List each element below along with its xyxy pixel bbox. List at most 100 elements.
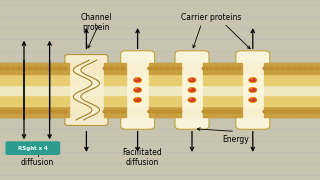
Text: Carrier proteins: Carrier proteins (181, 13, 241, 22)
Circle shape (231, 67, 236, 70)
Circle shape (214, 67, 219, 70)
Circle shape (114, 67, 119, 70)
Circle shape (224, 67, 229, 70)
Circle shape (280, 67, 285, 70)
Circle shape (155, 67, 160, 70)
Circle shape (108, 110, 114, 113)
Bar (0, 106, 320, 117)
Circle shape (287, 110, 292, 113)
Circle shape (137, 110, 142, 113)
Circle shape (154, 110, 159, 113)
Circle shape (287, 67, 292, 70)
Circle shape (229, 67, 235, 70)
Circle shape (220, 67, 225, 70)
Circle shape (149, 67, 154, 70)
Circle shape (303, 110, 308, 113)
FancyBboxPatch shape (121, 51, 155, 129)
Circle shape (137, 67, 142, 70)
Circle shape (91, 110, 96, 113)
Ellipse shape (134, 98, 138, 100)
Bar (149, 85, 181, 95)
Circle shape (109, 110, 114, 113)
Circle shape (299, 67, 304, 70)
Circle shape (57, 67, 62, 70)
Bar (203, 63, 242, 74)
Circle shape (45, 110, 50, 113)
Circle shape (281, 67, 286, 70)
Circle shape (120, 110, 125, 113)
Ellipse shape (189, 98, 192, 100)
Bar (0, 74, 320, 85)
Circle shape (160, 110, 165, 113)
Circle shape (275, 67, 280, 70)
Circle shape (235, 67, 240, 70)
Ellipse shape (189, 88, 192, 90)
Circle shape (172, 110, 177, 113)
Circle shape (34, 67, 39, 70)
Circle shape (166, 67, 171, 70)
Circle shape (276, 67, 281, 70)
Circle shape (0, 110, 4, 113)
Circle shape (45, 67, 50, 70)
Circle shape (212, 67, 217, 70)
Circle shape (115, 67, 120, 70)
Circle shape (212, 110, 217, 113)
Circle shape (206, 110, 212, 113)
Circle shape (258, 110, 263, 113)
Circle shape (103, 110, 108, 113)
Circle shape (74, 67, 79, 70)
Circle shape (183, 110, 188, 113)
Circle shape (235, 110, 240, 113)
Bar (0, 74, 69, 85)
Bar (264, 106, 320, 117)
Circle shape (159, 67, 164, 70)
Bar (0, 63, 69, 74)
Bar (264, 63, 320, 74)
Circle shape (22, 110, 27, 113)
Circle shape (165, 67, 170, 70)
Circle shape (303, 67, 308, 70)
Circle shape (103, 110, 108, 113)
FancyBboxPatch shape (5, 141, 60, 155)
Circle shape (195, 67, 200, 70)
Circle shape (5, 67, 10, 70)
Circle shape (177, 67, 182, 70)
Ellipse shape (250, 98, 253, 100)
Circle shape (224, 110, 229, 113)
Circle shape (208, 67, 213, 70)
Circle shape (45, 67, 50, 70)
Circle shape (0, 67, 4, 70)
Circle shape (22, 67, 27, 70)
Circle shape (263, 110, 268, 113)
Circle shape (310, 67, 315, 70)
Circle shape (28, 110, 33, 113)
Ellipse shape (249, 97, 257, 103)
Circle shape (132, 67, 137, 70)
Circle shape (202, 67, 207, 70)
Bar (149, 63, 181, 74)
Bar (203, 106, 242, 117)
Circle shape (247, 67, 252, 70)
Circle shape (57, 110, 62, 113)
Circle shape (11, 67, 16, 70)
Bar (0, 95, 69, 106)
Circle shape (5, 110, 10, 113)
Ellipse shape (188, 87, 196, 93)
Ellipse shape (189, 78, 192, 80)
Circle shape (97, 67, 102, 70)
Circle shape (57, 110, 62, 113)
Circle shape (103, 67, 108, 70)
Circle shape (286, 110, 291, 113)
Bar (264, 74, 320, 85)
Circle shape (91, 67, 96, 70)
FancyBboxPatch shape (175, 51, 209, 129)
Circle shape (143, 110, 148, 113)
Circle shape (85, 110, 91, 113)
Bar (0, 106, 69, 117)
Circle shape (62, 110, 68, 113)
FancyBboxPatch shape (236, 51, 270, 129)
Circle shape (148, 110, 153, 113)
Circle shape (34, 67, 39, 70)
Circle shape (237, 110, 242, 113)
Bar (264, 85, 320, 95)
